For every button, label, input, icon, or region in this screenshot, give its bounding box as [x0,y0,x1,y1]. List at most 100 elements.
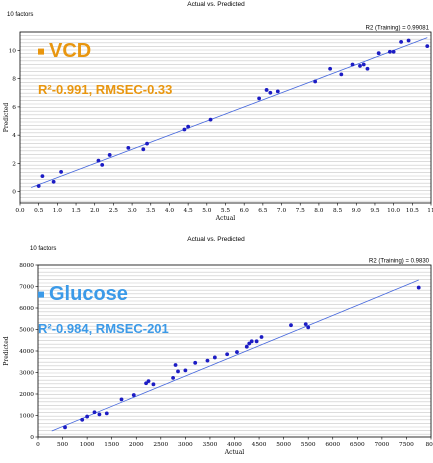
vcd-data-point [264,88,269,92]
vcd-data-point [365,66,370,71]
glucose-x-tick-label: 7000 [374,442,389,448]
vcd-data-point [208,117,213,122]
glucose-data-point [97,412,102,417]
vcd-x-axis-label: Actual [215,215,236,222]
vcd-r2-label: R2 (Training) = 0.99081 [366,26,430,32]
glucose-data-point [104,411,109,416]
vcd-bullet-marker [38,48,44,55]
vcd-x-tick-label: 5.5 [221,208,231,214]
glucose-data-point [416,285,421,290]
glucose-data-point [173,363,178,367]
vcd-data-point [388,49,392,54]
glucose-gridlines [38,268,431,435]
vcd-x-tick-label: 11 [427,208,433,214]
vcd-y-tick-label: 0 [12,190,16,196]
vcd-x-tick-label: 1.0 [53,208,63,214]
glucose-data-point [193,360,198,365]
vcd-data-point [358,64,362,68]
glucose-y-tick-label: 4000 [19,349,34,355]
glucose-data-point [92,410,97,415]
vcd-y-axis-label: Predicted [3,103,10,133]
vcd-x-tick-label: 2.5 [109,208,119,214]
glucose-y-tick-label: 7000 [19,285,34,291]
glucose-data-point [85,414,90,419]
vcd-data-point [268,90,273,95]
glucose-y-axis-label: Predicted [3,336,10,366]
glucose-data-point [249,339,254,344]
glucose-data-point [119,397,124,402]
vcd-y-tick-label: 6 [12,105,16,111]
vcd-data-point [328,66,333,71]
glucose-x-tick-label: 500 [57,442,68,448]
glucose-data-point [247,341,252,346]
glucose-y-tick-label: 1000 [19,414,34,420]
glucose-y-tick-label: 2000 [19,392,34,398]
vcd-x-tick-label: 0.5 [34,208,44,214]
glucose-x-tick-label: 7500 [399,442,414,448]
glucose-title: Actual vs. Predicted [187,236,245,243]
vcd-data-point [361,62,366,67]
vcd-data-point [186,124,191,129]
vcd-y-tick-label: 8 [12,77,16,83]
glucose-data-point [235,350,239,354]
glucose-data-point [144,381,148,386]
vcd-data-point [96,158,101,163]
glucose-x-tick-label: 5500 [301,442,316,448]
vcd-x-tick-label: 2.0 [90,208,100,214]
vcd-x-tick-label: 8.0 [314,208,324,214]
vcd-regression-line [31,37,428,188]
vcd-big-label: VCD [49,40,91,62]
vcd-data-point [59,170,63,174]
vcd-data-point [425,44,430,49]
glucose-data-points [63,285,421,430]
glucose-x-tick-label: 1500 [104,442,119,448]
glucose-y-tick-label: 6000 [19,306,34,312]
vcd-x-tick-label: 8.5 [333,208,343,214]
vcd-data-points [36,38,430,188]
vcd-data-point [339,72,344,77]
glucose-data-point [289,323,293,328]
glucose-regression-line [51,279,419,432]
glucose-data-point [244,344,249,349]
glucose-x-tick-label: 2500 [153,442,168,448]
glucose-data-point [131,393,136,397]
glucose-data-point [80,417,85,422]
vcd-x-tick-label: 9.5 [370,208,380,214]
vcd-data-point [350,62,355,67]
vcd-x-tick-label: 3.0 [127,208,137,214]
vcd-x-tick-label: 6.0 [240,208,250,214]
glucose-x-tick-label: 4500 [252,442,267,448]
glucose-metrics-label: R²-0.984, RMSEC-201 [38,321,169,336]
glucose-y-tick-label: 8000 [19,263,34,269]
glucose-r2-label: R2 (Training) = 0.9830 [369,259,430,265]
glucose-x-tick-label: 0 [36,442,40,448]
vcd-x-tick-label: 5.0 [202,208,212,214]
glucose-x-tick-label: 6500 [350,442,365,448]
glucose-y-tick-label: 3000 [19,371,34,377]
glucose-data-point [151,382,156,387]
glucose-chart: Actual vs. Predicted 10 factors 0 500 1000 15… [3,236,433,456]
vcd-data-point [313,79,318,84]
glucose-data-point [306,325,311,330]
glucose-data-point [63,425,67,430]
glucose-data-point [212,355,217,360]
glucose-data-point [225,352,230,357]
vcd-x-tick-label: 4.5 [184,208,194,214]
vcd-metrics-label: R²-0.991, RMSEC-0.33 [38,82,172,97]
vcd-data-point [399,39,404,44]
glucose-data-point [176,369,180,374]
glucose-x-tick-label: 3000 [178,442,193,448]
glucose-data-point [205,358,210,363]
vcd-y-tick-label: 2 [12,161,16,167]
glucose-y-tick-label: 5000 [19,328,34,334]
vcd-data-point [51,179,56,184]
vcd-data-point [145,141,149,146]
vcd-x-tick-label: 7.0 [277,208,287,214]
vcd-data-point [391,49,396,54]
vcd-y-tick-label: 10 [9,48,17,54]
glucose-x-tick-label: 5000 [276,442,291,448]
vcd-x-tick-label: 9.0 [352,208,362,214]
vcd-data-point [257,96,262,101]
vcd-data-point [376,51,381,56]
